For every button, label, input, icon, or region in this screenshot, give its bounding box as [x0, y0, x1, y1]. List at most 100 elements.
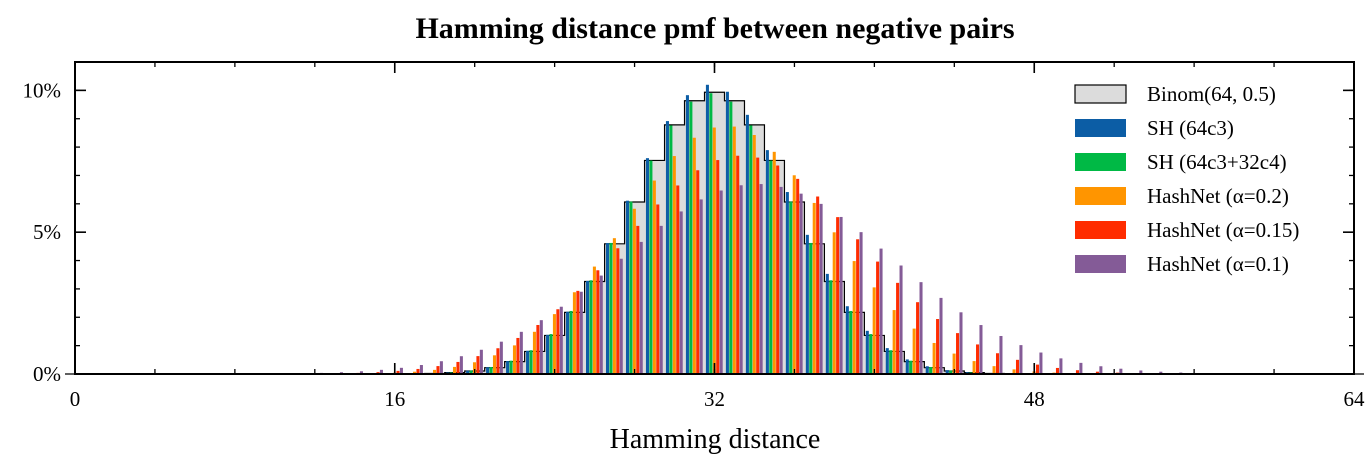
- bar: [1075, 370, 1079, 374]
- bar: [972, 361, 976, 374]
- bar: [616, 248, 620, 374]
- bar: [549, 334, 553, 374]
- series-3: [296, 155, 1179, 374]
- legend-swatch: [1075, 153, 1126, 171]
- bar: [476, 356, 480, 374]
- bar: [1099, 366, 1103, 374]
- bar: [639, 241, 643, 374]
- bar: [656, 204, 660, 374]
- bar: [716, 160, 720, 374]
- legend-label: HashNet (α=0.2): [1147, 184, 1289, 208]
- bar: [792, 175, 796, 374]
- y-tick-label: 10%: [23, 78, 62, 102]
- bar: [1012, 369, 1016, 374]
- bar: [832, 232, 836, 374]
- bar: [749, 125, 753, 375]
- bar: [689, 101, 693, 374]
- bar: [1095, 371, 1099, 374]
- bar: [876, 261, 880, 374]
- bar: [992, 366, 996, 374]
- bar: [692, 137, 696, 374]
- bar: [736, 155, 740, 374]
- bar: [509, 360, 513, 374]
- bar: [805, 234, 809, 374]
- bar: [519, 331, 523, 374]
- axes: 0 16 32 48 64 0% 5% 10%: [23, 61, 1365, 411]
- bar: [479, 349, 483, 374]
- bar: [729, 101, 733, 374]
- bar: [1035, 364, 1040, 374]
- bar: [856, 239, 860, 374]
- bar: [905, 359, 909, 374]
- bar: [632, 208, 636, 374]
- bar: [845, 306, 849, 374]
- bar: [839, 216, 843, 374]
- bar: [679, 211, 683, 374]
- bar: [852, 261, 856, 374]
- bar: [552, 314, 556, 374]
- legend-swatch: [1075, 119, 1126, 137]
- bar: [896, 282, 900, 374]
- bar: [359, 371, 363, 374]
- bar: [1055, 367, 1059, 374]
- legend-swatch: [1075, 187, 1126, 205]
- bar: [1039, 352, 1043, 374]
- bar: [996, 353, 1000, 374]
- bar: [489, 366, 493, 374]
- bar: [819, 203, 823, 374]
- bar: [929, 366, 933, 374]
- bar: [436, 366, 440, 374]
- bar: [919, 282, 923, 374]
- bar: [1059, 358, 1063, 374]
- bar: [799, 193, 803, 374]
- bar: [796, 178, 800, 374]
- bar: [486, 367, 490, 374]
- bar: [869, 334, 873, 374]
- bars-group: [240, 84, 1263, 375]
- bar: [609, 242, 613, 374]
- bar: [936, 319, 940, 374]
- bar: [1019, 345, 1023, 374]
- bar: [625, 200, 630, 374]
- bar: [529, 350, 533, 374]
- bar: [849, 310, 853, 374]
- bar: [1119, 368, 1123, 374]
- bar: [809, 242, 813, 374]
- bar: [419, 365, 423, 374]
- bar: [539, 320, 543, 374]
- bar: [636, 225, 640, 374]
- bar: [699, 199, 703, 374]
- bar: [836, 217, 840, 374]
- bar: [999, 335, 1003, 374]
- legend-label: SH (64c3+32c4): [1147, 150, 1287, 174]
- series-2: [333, 126, 1116, 374]
- bar: [546, 334, 550, 374]
- series-0: [406, 84, 1009, 375]
- bar: [576, 290, 580, 374]
- bar: [939, 297, 943, 374]
- bar: [399, 367, 403, 374]
- bar: [949, 370, 953, 374]
- bar: [592, 266, 596, 374]
- bar: [516, 337, 520, 374]
- legend-label: HashNet (α=0.15): [1147, 218, 1299, 242]
- bar: [932, 342, 936, 374]
- bar: [725, 91, 729, 374]
- bar: [899, 265, 903, 374]
- bar: [765, 150, 769, 374]
- bar: [785, 192, 789, 374]
- bar: [676, 185, 680, 374]
- bar: [572, 292, 576, 374]
- x-axis-label: Hamming distance: [610, 424, 821, 455]
- bar: [396, 370, 400, 374]
- bar: [859, 232, 863, 374]
- bar: [1015, 359, 1020, 374]
- bar: [719, 190, 723, 374]
- bar: [879, 248, 883, 374]
- bar: [816, 196, 820, 374]
- bar: [916, 302, 920, 374]
- bar: [652, 180, 656, 374]
- bar: [1159, 371, 1163, 374]
- bar: [685, 95, 689, 375]
